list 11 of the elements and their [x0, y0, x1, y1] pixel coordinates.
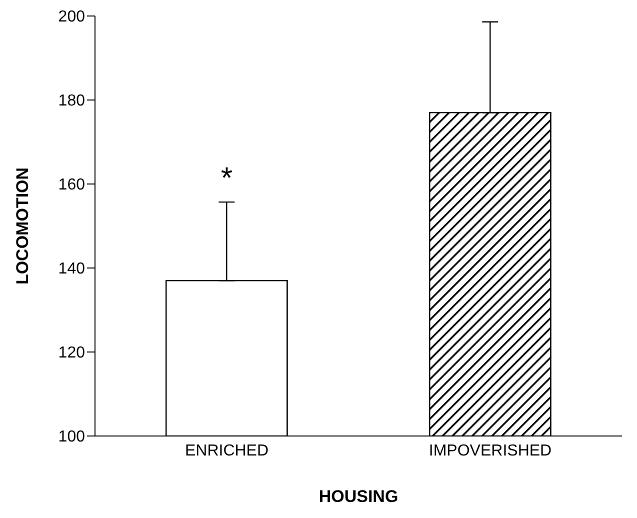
- y-axis-title: LOCOMOTION: [13, 167, 32, 285]
- y-tick-label: 100: [58, 428, 86, 446]
- y-tick-label: 200: [58, 8, 86, 26]
- x-tick-label: ENRICHED: [184, 442, 269, 460]
- y-tick-label: 120: [58, 344, 86, 362]
- x-axis-title: HOUSING: [318, 487, 398, 506]
- annotation: *: [220, 162, 233, 196]
- y-tick-label: 140: [58, 260, 86, 278]
- y-tick-label: 180: [58, 92, 86, 110]
- x-tick-label: IMPOVERISHED: [428, 442, 552, 460]
- y-tick-label: 160: [58, 176, 86, 194]
